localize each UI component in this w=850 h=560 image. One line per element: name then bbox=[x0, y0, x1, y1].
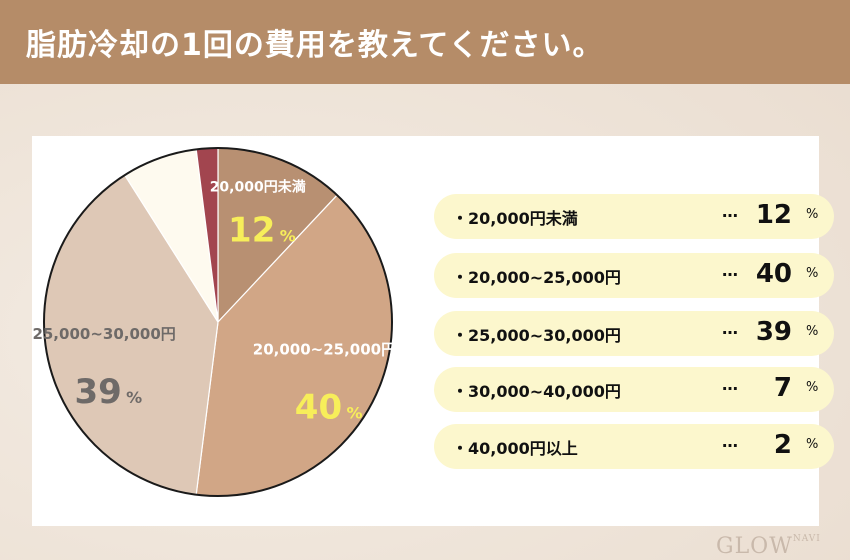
pie-chart: 20,000円未満 12 % 20,000~25,000円 40 % 25,000~30,0… bbox=[32, 147, 396, 497]
legend-unit: % bbox=[806, 266, 819, 281]
pie-unit-1: % bbox=[346, 403, 362, 422]
legend-bullet: ・ bbox=[452, 382, 469, 401]
legend-unit: % bbox=[806, 207, 819, 222]
pie-value-1: 40 bbox=[295, 387, 342, 427]
pie-value-0: 12 bbox=[228, 211, 275, 251]
legend-label: 40,000円以上 bbox=[468, 439, 578, 458]
legend-item-1: ・ 20,000~25,000円 … 40 % bbox=[434, 253, 834, 298]
legend-unit: % bbox=[806, 437, 819, 452]
legend-bullet: ・ bbox=[452, 268, 469, 287]
legend-label: 25,000~30,000円 bbox=[468, 326, 621, 345]
pie-value-2: 39 bbox=[74, 372, 121, 412]
pie-slices bbox=[43, 147, 393, 497]
page-title: 脂肪冷却の1回の費用を教えてください。 bbox=[26, 28, 604, 63]
pie-unit-2: % bbox=[126, 388, 142, 407]
legend-bullet: ・ bbox=[452, 326, 469, 345]
brand-suffix: NAVI bbox=[792, 534, 821, 544]
legend-value: 2 bbox=[773, 430, 792, 460]
legend-value: 12 bbox=[755, 200, 792, 230]
legend-item-3: ・ 30,000~40,000円 … 7 % bbox=[434, 367, 834, 412]
legend-value: 39 bbox=[755, 317, 792, 347]
legend-item-4: ・ 40,000円以上 … 2 % bbox=[434, 424, 834, 469]
pie-label-2: 25,000~30,000円 bbox=[32, 325, 175, 343]
legend-dots: … bbox=[722, 375, 738, 394]
brand-logo: GLOWNAVI bbox=[716, 534, 821, 559]
pie-label-1: 20,000~25,000円 bbox=[253, 340, 396, 358]
content-panel: 20,000円未満 12% 20,000~25,000円 40% 25,000~30,0… bbox=[32, 136, 834, 526]
legend-dots: … bbox=[722, 319, 738, 338]
legend-dots: … bbox=[722, 261, 738, 280]
legend-dots: … bbox=[722, 432, 738, 451]
legend-bullet: ・ bbox=[452, 439, 469, 458]
pie-label-0: 20,000円未満 bbox=[210, 179, 306, 196]
legend-value: 7 bbox=[773, 373, 792, 403]
legend-dots: … bbox=[722, 202, 738, 221]
legend-value: 40 bbox=[755, 259, 792, 289]
legend-label: 20,000~25,000円 bbox=[468, 268, 621, 287]
pie-outline bbox=[43, 147, 393, 497]
pie-unit-0: % bbox=[280, 227, 296, 246]
pie-labels: 20,000円未満 12 % 20,000~25,000円 40 % 25,000~30,0… bbox=[32, 179, 396, 428]
legend-item-2: ・ 25,000~30,000円 … 39 % bbox=[434, 311, 834, 356]
legend-bullet: ・ bbox=[452, 209, 469, 228]
header-bar: 脂肪冷却の1回の費用を教えてください。 bbox=[0, 0, 850, 84]
legend-label: 30,000~40,000円 bbox=[468, 382, 621, 401]
legend-unit: % bbox=[806, 324, 819, 339]
legend-item-0: ・ 20,000円未満 … 12 % bbox=[434, 194, 834, 239]
legend-unit: % bbox=[806, 380, 819, 395]
brand-name: GLOW bbox=[716, 534, 793, 559]
legend-label: 20,000円未満 bbox=[468, 209, 578, 228]
